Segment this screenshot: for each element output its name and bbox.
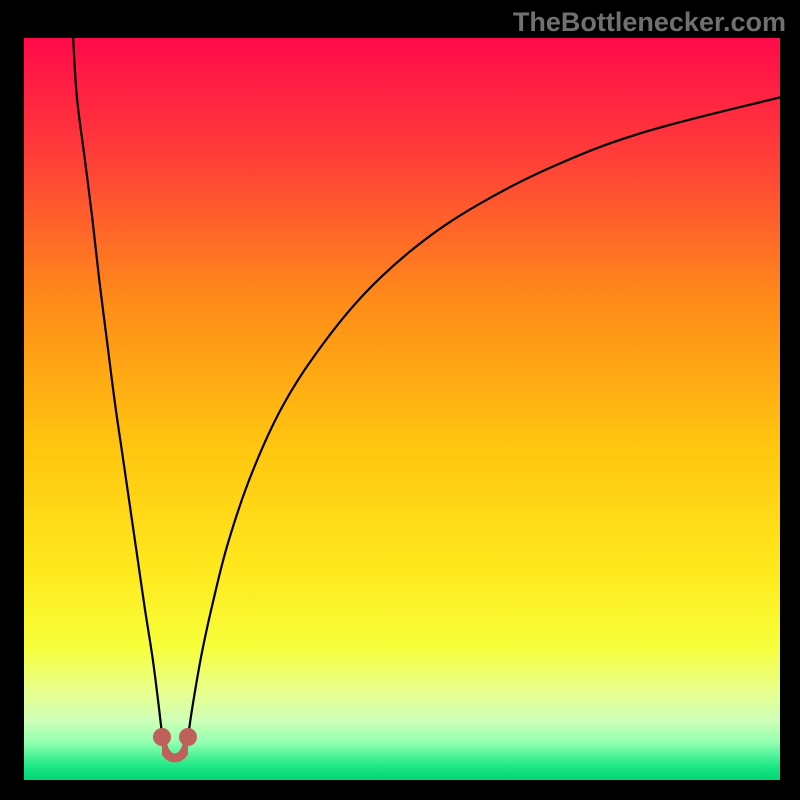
curve-endpoint-right	[179, 728, 197, 746]
bottleneck-chart	[24, 38, 780, 780]
watermark-text: TheBottlenecker.com	[513, 7, 786, 38]
bottleneck-curve	[24, 38, 780, 780]
